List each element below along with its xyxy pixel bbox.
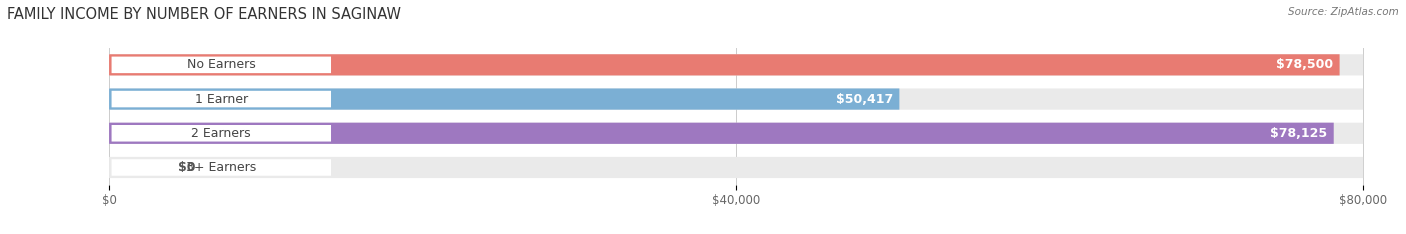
FancyBboxPatch shape	[110, 157, 1362, 178]
Text: $78,500: $78,500	[1277, 58, 1333, 71]
Text: FAMILY INCOME BY NUMBER OF EARNERS IN SAGINAW: FAMILY INCOME BY NUMBER OF EARNERS IN SA…	[7, 7, 401, 22]
FancyBboxPatch shape	[110, 54, 1340, 76]
FancyBboxPatch shape	[110, 123, 1334, 144]
FancyBboxPatch shape	[111, 57, 330, 73]
FancyBboxPatch shape	[110, 88, 1362, 110]
Text: Source: ZipAtlas.com: Source: ZipAtlas.com	[1288, 7, 1399, 17]
FancyBboxPatch shape	[111, 125, 330, 142]
Text: No Earners: No Earners	[187, 58, 256, 71]
Text: $50,417: $50,417	[835, 93, 893, 106]
FancyBboxPatch shape	[110, 123, 1362, 144]
Text: $0: $0	[179, 161, 195, 174]
FancyBboxPatch shape	[111, 91, 330, 107]
Text: $78,125: $78,125	[1271, 127, 1327, 140]
Text: 2 Earners: 2 Earners	[191, 127, 252, 140]
Text: 1 Earner: 1 Earner	[195, 93, 247, 106]
FancyBboxPatch shape	[110, 54, 1362, 76]
Text: 3+ Earners: 3+ Earners	[186, 161, 256, 174]
FancyBboxPatch shape	[110, 88, 900, 110]
FancyBboxPatch shape	[111, 159, 330, 176]
